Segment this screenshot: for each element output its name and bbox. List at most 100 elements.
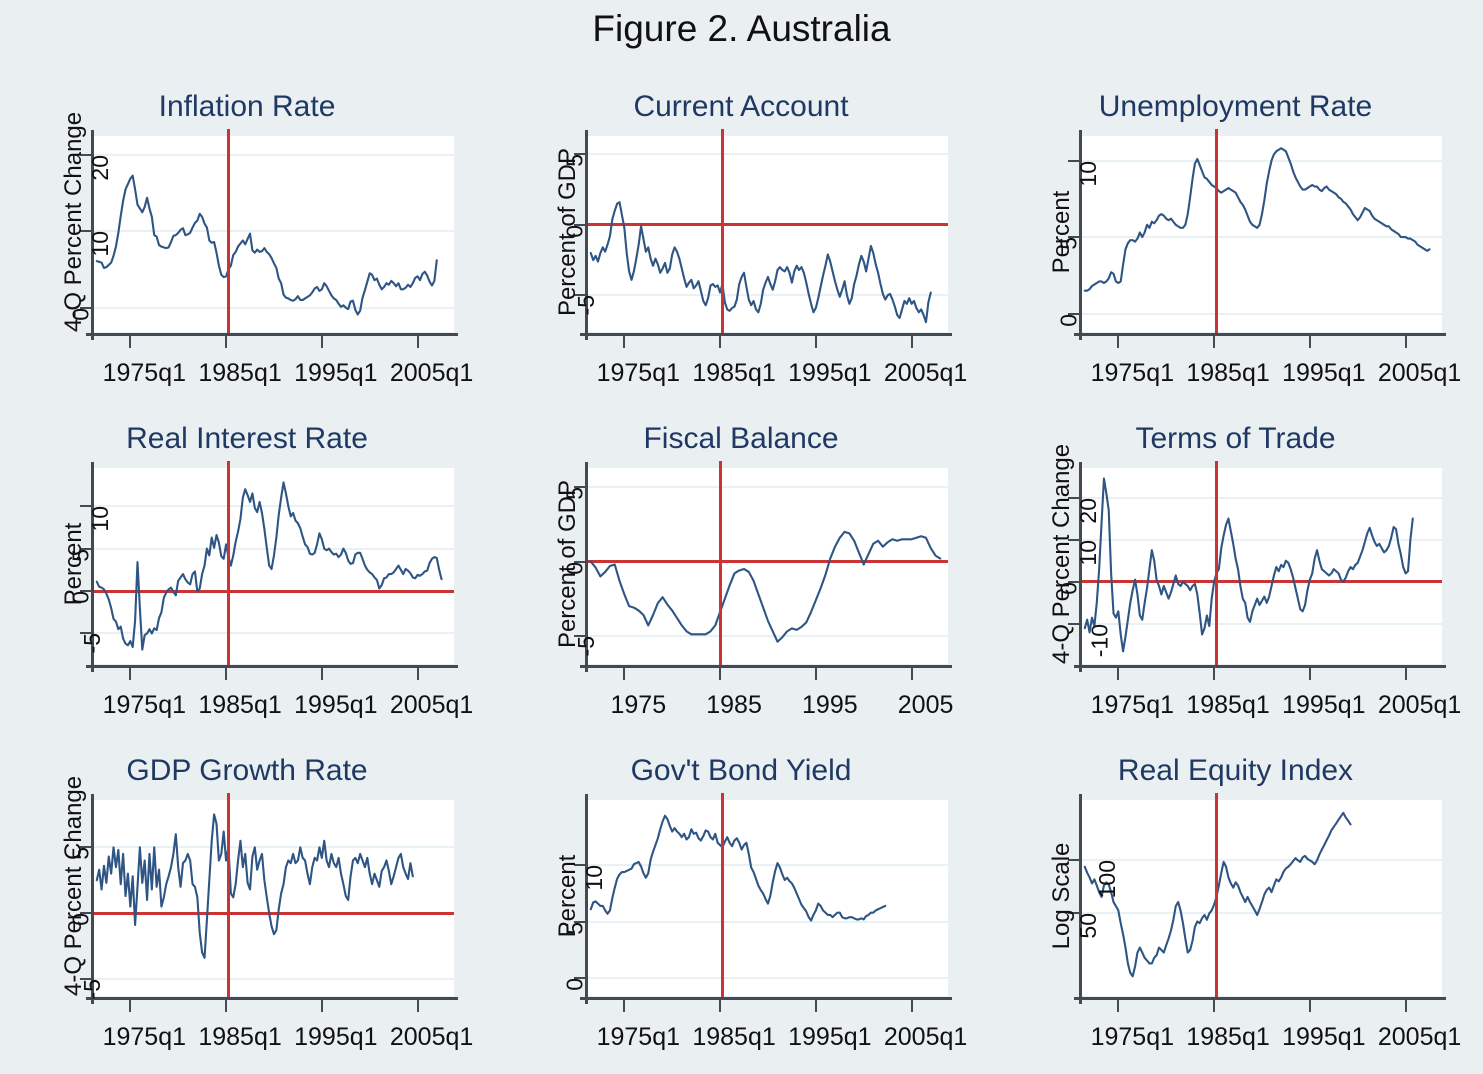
x-tick-label: 1975q1: [596, 1023, 681, 1051]
plot-wrap-unemployment-rate: 0 5 10 1975q1 1985q1 1995q1 2005q1 Percent: [1048, 129, 1461, 387]
x-tick-label: 2005q1: [389, 691, 474, 719]
y-axis-line: [91, 794, 94, 1004]
gridline: [586, 976, 948, 979]
x-tick-label: 1975q1: [102, 691, 187, 719]
zero-reference-line: [1080, 580, 1442, 584]
x-tick-label: 2005q1: [1377, 1023, 1462, 1051]
plot-wrap-terms-of-trade: -10 0 10 20 1975q1 1985q1 1995q1 2005q1 4-Q Perc…: [1048, 444, 1461, 719]
x-tick-mark: [814, 999, 817, 1012]
event-marker-line: [718, 461, 722, 668]
x-tick-mark: [416, 999, 419, 1012]
gridline: [92, 230, 454, 233]
x-tick-label: 2005q1: [1377, 691, 1462, 719]
y-tick-mark: [1068, 580, 1079, 583]
y-tick-label: -10: [1086, 623, 1113, 658]
event-marker-line: [226, 793, 230, 1000]
x-tick-label: 1995: [802, 691, 858, 719]
y-tick-mark: [80, 230, 91, 233]
gridline: [1080, 159, 1442, 162]
x-tick-label: 2005: [897, 691, 954, 719]
zero-reference-line: [92, 589, 454, 593]
y-axis-title-inflation-rate: 4-Q Percent Change: [60, 111, 87, 332]
y-tick-mark: [1068, 622, 1079, 625]
panel-title-inflation-rate: Inflation Rate: [158, 90, 336, 123]
x-axis-line: [86, 665, 458, 668]
gridline: [92, 154, 454, 157]
x-tick-mark: [1117, 667, 1120, 680]
y-axis-title-unemployment-rate: Percent: [1048, 190, 1075, 274]
x-tick-mark: [1213, 999, 1216, 1012]
x-tick-label: 1975q1: [1090, 359, 1175, 387]
y-axis-line: [1079, 130, 1082, 340]
event-marker-line: [1214, 129, 1218, 336]
y-axis-line: [585, 130, 588, 340]
panel-title-govt-bond-yield: Gov't Bond Yield: [630, 754, 852, 787]
plot-wrap-gdp-growth-rate: -5 0 5 1975q1 1985q1 1995q1 2005q1 4-Q Percent …: [60, 776, 473, 1051]
x-axis-line: [1074, 333, 1446, 336]
x-axis-line: [1074, 665, 1446, 668]
event-marker-line: [1214, 461, 1218, 668]
y-tick-mark: [1068, 912, 1079, 915]
y-axis-title-govt-bond-yield: Percent: [554, 854, 581, 938]
gridline: [92, 977, 454, 980]
y-tick-label: 10: [580, 865, 607, 891]
gridline: [1080, 859, 1442, 862]
y-tick-mark: [574, 294, 585, 297]
x-tick-label: 1975q1: [596, 359, 681, 387]
y-tick-mark: [80, 632, 91, 635]
y-tick-mark: [1068, 312, 1079, 315]
plot-area-fiscal-balance: [586, 461, 948, 668]
y-tick-label: 10: [86, 506, 113, 532]
y-tick-mark: [80, 590, 91, 593]
plot-wrap-current-account: -5 0 5 1975q1 1985q1 1995q1 2005q1 Percent of G…: [554, 129, 967, 387]
gridline: [1080, 912, 1442, 915]
y-tick-label: 10: [86, 231, 113, 257]
y-axis-title-current-account: Percent of GDP: [554, 147, 581, 317]
y-tick-mark: [574, 223, 585, 226]
figure-title: Figure 2. Australia: [592, 8, 891, 49]
x-tick-mark: [129, 999, 132, 1012]
plot-wrap-inflation-rate: 0 10 20 1975q1 1985q1 1995q1 2005q1 4-Q Percent…: [60, 112, 473, 387]
panel-title-real-interest-rate: Real Interest Rate: [126, 422, 368, 455]
panel-real-interest-rate: Real Interest Rate -5 0 5 10 1975q1 1985q1 1995…: [0, 410, 494, 742]
x-tick-mark: [814, 335, 817, 348]
panel-gdp-growth-rate: GDP Growth Rate -5 0 5 1975q1 1985q1 1995q1 200…: [0, 742, 494, 1074]
x-tick-label: 1995q1: [294, 359, 378, 387]
gridline: [586, 920, 948, 923]
gridline: [586, 864, 948, 867]
x-tick-mark: [1117, 999, 1120, 1012]
x-tick-mark: [1404, 667, 1407, 680]
y-tick-mark: [574, 976, 585, 979]
y-tick-label: 10: [1074, 160, 1101, 187]
gridline: [92, 306, 454, 309]
zero-reference-line: [92, 911, 454, 915]
x-tick-mark: [1117, 335, 1120, 348]
x-tick-label: 1975q1: [102, 1023, 187, 1051]
panel-grid: Inflation Rate 0 10 20 1975q1 1985q1 1995q1 200…: [0, 78, 1483, 1074]
event-marker-line: [226, 461, 230, 668]
series-line-inflation-rate: [92, 136, 454, 332]
x-tick-mark: [320, 335, 323, 348]
x-tick-mark: [1404, 335, 1407, 348]
y-tick-mark: [574, 560, 585, 563]
y-axis-title-terms-of-trade: 4-Q Percent Change: [1048, 443, 1075, 664]
x-tick-mark: [129, 335, 132, 348]
x-tick-label: 1995q1: [294, 1023, 378, 1051]
gridline: [1080, 236, 1442, 239]
x-tick-label: 1985: [706, 691, 762, 719]
y-axis-title-gdp-growth-rate: 4-Q Percent Change: [60, 775, 87, 996]
x-tick-label: 1975q1: [102, 359, 187, 387]
plot-area-current-account: [586, 129, 948, 336]
y-axis-line: [585, 462, 588, 672]
x-tick-mark: [1308, 667, 1311, 680]
gridline: [586, 634, 948, 637]
x-axis-line: [86, 997, 458, 1000]
plot-area-real-equity-index: [1080, 793, 1442, 1000]
x-tick-label: 1995q1: [1282, 1023, 1366, 1051]
x-axis-line: [580, 997, 952, 1000]
y-tick-mark: [80, 912, 91, 915]
x-tick-mark: [129, 667, 132, 680]
series-line-current-account: [586, 136, 948, 332]
panel-title-gdp-growth-rate: GDP Growth Rate: [126, 754, 368, 787]
x-tick-label: 1985q1: [692, 359, 776, 387]
